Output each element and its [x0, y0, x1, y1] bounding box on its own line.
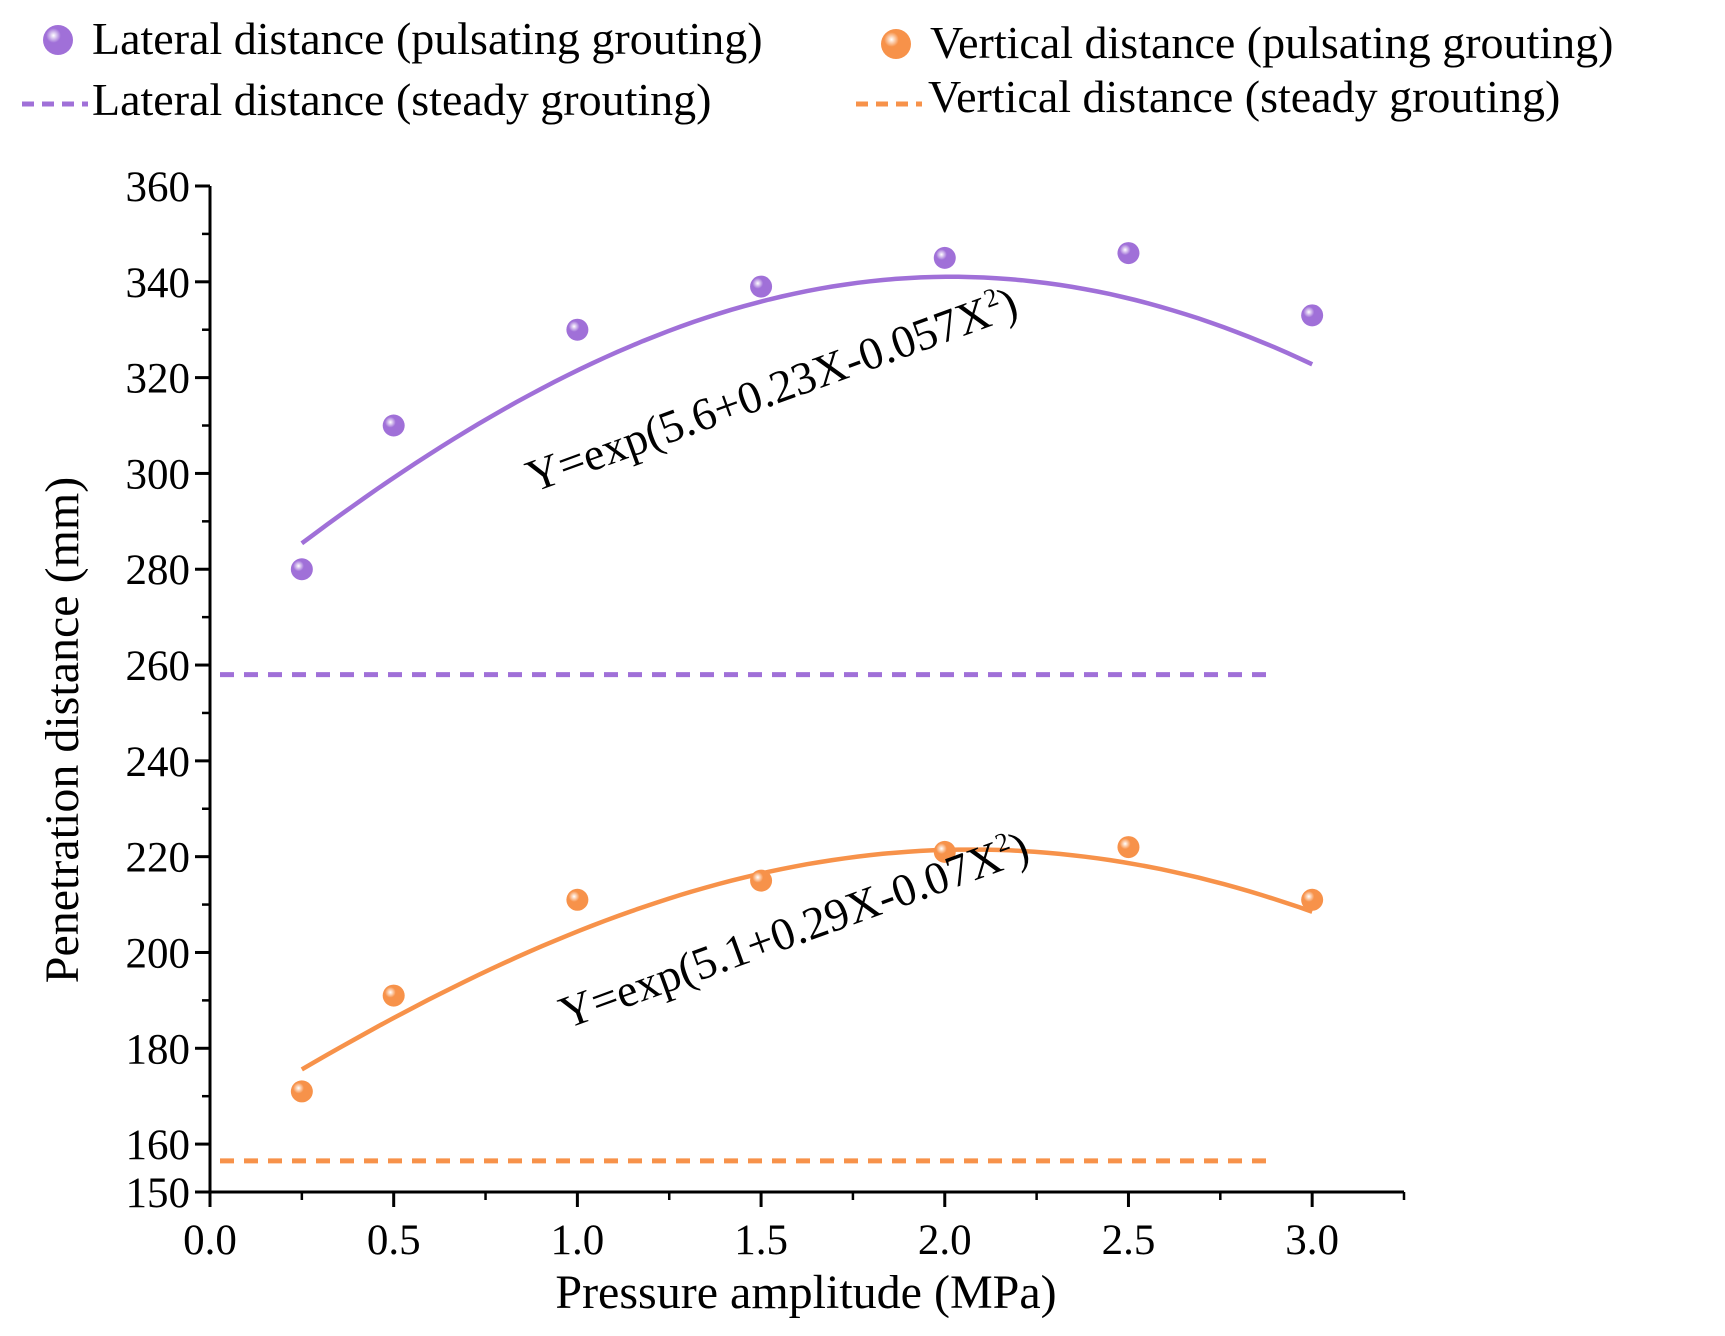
y-tick-label: 180	[126, 1026, 191, 1073]
data-point-vertical-distance-pulsating-grouting[interactable]	[933, 840, 956, 863]
fit-curve-vertical-distance-pulsating-grouting	[300, 847, 1313, 1072]
legend-label-vertical-steady: Vertical distance (steady grouting)	[928, 71, 1560, 122]
y-tick-label: 240	[126, 739, 191, 786]
axes	[208, 186, 1404, 1194]
data-point-vertical-distance-pulsating-grouting[interactable]	[1301, 888, 1324, 911]
y-tick-label: 280	[126, 547, 191, 594]
data-point-lateral-distance-pulsating-grouting[interactable]	[290, 558, 313, 581]
x-axis-title: Pressure amplitude (MPa)	[555, 1266, 1056, 1319]
y-tick-label: 200	[126, 930, 191, 977]
data-point-lateral-distance-pulsating-grouting[interactable]	[750, 275, 773, 298]
legend-marker-lateral-pulsating	[43, 25, 73, 55]
y-tick-label: 220	[126, 835, 191, 882]
legend-label-lateral-pulsating: Lateral distance (pulsating grouting)	[92, 13, 763, 64]
x-tick-label: 0.0	[183, 1217, 237, 1264]
data-point-lateral-distance-pulsating-grouting[interactable]	[1117, 242, 1140, 265]
x-tick-label: 1.0	[551, 1217, 605, 1264]
fit-equation-vertical-distance-pulsating-grouting: Y=exp(5.1+0.29X-0.07X2)	[552, 821, 1035, 1038]
legend-item-lateral-steady[interactable]: Lateral distance (steady grouting)	[22, 74, 711, 125]
fit-equation-lateral-distance-pulsating-grouting: Y=exp(5.6+0.23X-0.057X2)	[519, 277, 1024, 502]
data-point-lateral-distance-pulsating-grouting[interactable]	[1301, 304, 1324, 327]
x-tick-label: 1.5	[734, 1217, 788, 1264]
fit-curves	[300, 274, 1314, 1072]
y-tick-label: 160	[126, 1122, 191, 1169]
data-points	[290, 242, 1324, 1103]
x-tick-label: 3.0	[1285, 1217, 1339, 1264]
data-point-vertical-distance-pulsating-grouting[interactable]	[750, 869, 773, 892]
x-tick-label: 2.0	[918, 1217, 972, 1264]
data-point-vertical-distance-pulsating-grouting[interactable]	[566, 888, 589, 911]
y-tick-label: 360	[126, 164, 191, 211]
data-point-lateral-distance-pulsating-grouting[interactable]	[933, 246, 956, 269]
legend-item-lateral-pulsating[interactable]: Lateral distance (pulsating grouting)	[43, 13, 763, 64]
y-tick-label: 150	[126, 1170, 191, 1217]
data-point-lateral-distance-pulsating-grouting[interactable]	[382, 414, 405, 437]
legend: Lateral distance (pulsating grouting) Ve…	[22, 13, 1613, 125]
legend-item-vertical-pulsating[interactable]: Vertical distance (pulsating grouting)	[881, 17, 1613, 68]
y-tick-label: 260	[126, 643, 191, 690]
data-point-vertical-distance-pulsating-grouting[interactable]	[382, 984, 405, 1007]
y-axis-title: Penetration distance (mm)	[36, 477, 89, 984]
x-ticks: 0.0 0.5 1.0 1.5 2.0 2.5 3.0	[183, 1192, 1406, 1264]
fit-curve-lateral-distance-pulsating-grouting	[300, 274, 1314, 546]
x-tick-label: 0.5	[367, 1217, 421, 1264]
data-point-vertical-distance-pulsating-grouting[interactable]	[290, 1080, 313, 1103]
x-tick-label: 2.5	[1102, 1217, 1156, 1264]
y-tick-label: 320	[126, 356, 191, 403]
steady-lines	[220, 672, 1276, 1164]
y-tick-label: 340	[126, 260, 191, 307]
data-point-lateral-distance-pulsating-grouting[interactable]	[566, 318, 589, 341]
legend-marker-vertical-pulsating	[881, 29, 911, 59]
legend-label-lateral-steady: Lateral distance (steady grouting)	[92, 74, 711, 125]
legend-label-vertical-pulsating: Vertical distance (pulsating grouting)	[930, 17, 1613, 68]
data-point-vertical-distance-pulsating-grouting[interactable]	[1117, 836, 1140, 859]
legend-item-vertical-steady[interactable]: Vertical distance (steady grouting)	[856, 71, 1560, 122]
y-tick-label: 300	[126, 451, 191, 498]
